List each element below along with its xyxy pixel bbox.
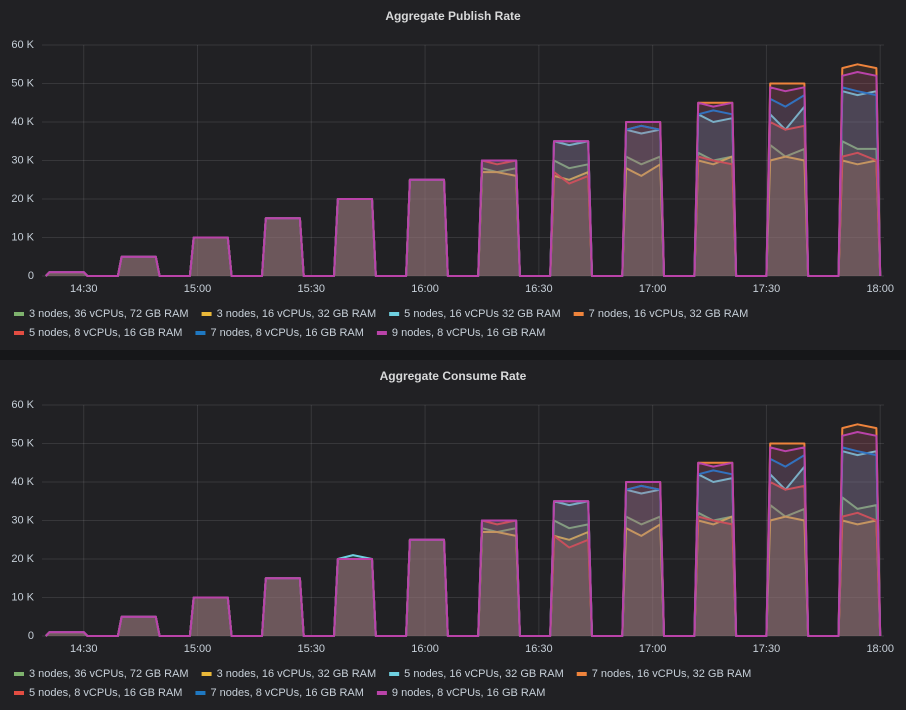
- legend-label: 7 nodes, 16 vCPUs, 32 GB RAM: [589, 308, 749, 320]
- x-tick-label: 18:00: [866, 643, 894, 655]
- legend-label: 7 nodes, 16 vCPUs, 32 GB RAM: [592, 668, 752, 680]
- y-tick-label: 10 K: [11, 591, 34, 603]
- legend-swatch: [14, 691, 24, 695]
- legend-label: 5 nodes, 16 vCPUs, 32 GB RAM: [404, 668, 564, 680]
- x-tick-label: 18:00: [866, 283, 894, 295]
- y-tick-label: 10 K: [11, 231, 34, 243]
- y-tick-label: 30 K: [11, 514, 34, 526]
- x-tick-label: 15:00: [184, 643, 212, 655]
- legend-swatch: [195, 691, 206, 695]
- legend-swatch: [201, 672, 212, 676]
- x-tick-label: 15:00: [184, 283, 212, 295]
- legend-label: 7 nodes, 8 vCPUs, 16 GB RAM: [210, 327, 363, 339]
- legend-swatch: [376, 331, 387, 335]
- legend-label: 3 nodes, 16 vCPUs, 32 GB RAM: [217, 668, 377, 680]
- x-tick-label: 16:00: [411, 283, 439, 295]
- x-tick-label: 14:30: [70, 643, 98, 655]
- legend-label: 7 nodes, 8 vCPUs, 16 GB RAM: [210, 687, 363, 699]
- legend-item: 5 nodes, 8 vCPUs, 16 GB RAM: [14, 327, 182, 339]
- panel-title: Aggregate Consume Rate: [380, 369, 527, 383]
- series-line: [45, 431, 882, 637]
- y-tick-label: 30 K: [11, 154, 34, 166]
- legend-swatch: [573, 312, 584, 316]
- x-tick-label: 17:30: [753, 643, 781, 655]
- x-tick-label: 14:30: [70, 283, 98, 295]
- legend-label: 3 nodes, 16 vCPUs, 32 GB RAM: [217, 308, 377, 320]
- legend-swatch: [389, 672, 400, 676]
- legend-label: 3 nodes, 36 vCPUs, 72 GB RAM: [29, 668, 189, 680]
- y-tick-label: 60 K: [11, 39, 34, 51]
- legend-label: 5 nodes, 8 vCPUs, 16 GB RAM: [29, 327, 182, 339]
- legend-item: 3 nodes, 16 vCPUs, 32 GB RAM: [201, 668, 377, 680]
- y-tick-label: 40 K: [11, 116, 34, 128]
- legend-item: 7 nodes, 8 vCPUs, 16 GB RAM: [195, 687, 364, 699]
- legend-swatch: [14, 331, 24, 335]
- legend-swatch: [14, 672, 24, 676]
- panel: [0, 0, 906, 350]
- legend-swatch: [389, 312, 400, 316]
- legend-item: 7 nodes, 8 vCPUs, 16 GB RAM: [195, 327, 364, 339]
- legend-label: 9 nodes, 8 vCPUs, 16 GB RAM: [392, 687, 545, 699]
- x-tick-label: 16:30: [525, 643, 553, 655]
- y-tick-label: 0: [28, 270, 34, 282]
- y-tick-label: 50 K: [11, 77, 34, 89]
- x-tick-label: 15:30: [298, 643, 326, 655]
- x-tick-label: 16:30: [525, 283, 553, 295]
- x-tick-label: 17:00: [639, 643, 667, 655]
- legend-item: 3 nodes, 16 vCPUs, 32 GB RAM: [201, 308, 377, 320]
- y-tick-label: 60 K: [11, 399, 34, 411]
- legend-label: 5 nodes, 16 vCPUs 32 GB RAM: [404, 308, 561, 320]
- legend-item: 9 nodes, 8 vCPUs, 16 GB RAM: [376, 327, 545, 339]
- legend-swatch: [195, 331, 206, 335]
- legend-item: 7 nodes, 16 vCPUs, 32 GB RAM: [576, 668, 752, 680]
- legend-item: 5 nodes, 16 vCPUs 32 GB RAM: [389, 308, 561, 320]
- series-line: [45, 71, 882, 277]
- legend-swatch: [201, 312, 212, 316]
- y-tick-label: 50 K: [11, 437, 34, 449]
- x-tick-label: 15:30: [298, 283, 326, 295]
- panel: [0, 360, 906, 710]
- legend-item: 3 nodes, 36 vCPUs, 72 GB RAM: [14, 308, 189, 320]
- y-tick-label: 20 K: [11, 553, 34, 565]
- legend-item: 9 nodes, 8 vCPUs, 16 GB RAM: [376, 687, 545, 699]
- y-tick-label: 40 K: [11, 476, 34, 488]
- legend-label: 9 nodes, 8 vCPUs, 16 GB RAM: [392, 327, 545, 339]
- legend-swatch: [14, 312, 24, 316]
- panel-title: Aggregate Publish Rate: [385, 9, 521, 23]
- legend-swatch: [576, 672, 587, 676]
- legend-item: 7 nodes, 16 vCPUs, 32 GB RAM: [573, 308, 749, 320]
- y-tick-label: 0: [28, 630, 34, 642]
- x-tick-label: 16:00: [411, 643, 439, 655]
- x-tick-label: 17:00: [639, 283, 667, 295]
- legend-label: 5 nodes, 8 vCPUs, 16 GB RAM: [29, 687, 182, 699]
- legend-swatch: [376, 691, 387, 695]
- x-tick-label: 17:30: [753, 283, 781, 295]
- legend-item: 3 nodes, 36 vCPUs, 72 GB RAM: [14, 668, 189, 680]
- y-tick-label: 20 K: [11, 193, 34, 205]
- legend-label: 3 nodes, 36 vCPUs, 72 GB RAM: [29, 308, 189, 320]
- legend-item: 5 nodes, 16 vCPUs, 32 GB RAM: [389, 668, 564, 680]
- legend-item: 5 nodes, 8 vCPUs, 16 GB RAM: [14, 687, 182, 699]
